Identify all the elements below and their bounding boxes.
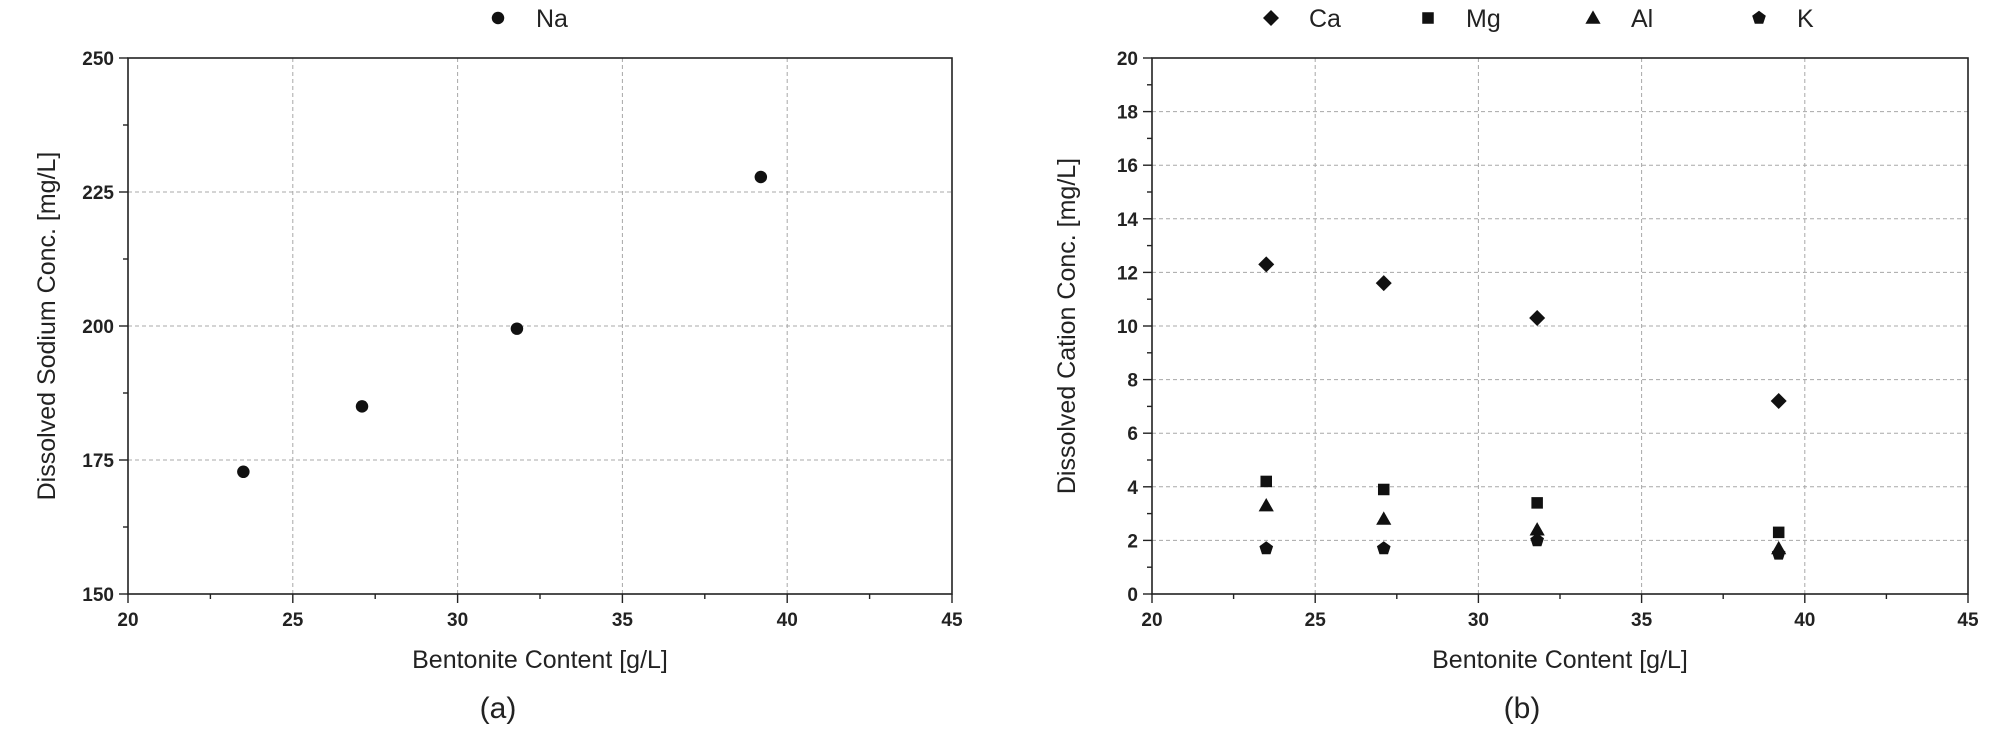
legend-label-ca: Ca: [1309, 5, 1341, 33]
data-point-ca: [1770, 393, 1787, 410]
x-tick-label: 30: [447, 610, 468, 631]
y-tick-label: 14: [1117, 210, 1139, 231]
data-point-mg: [1260, 475, 1272, 488]
data-point-ca: [1258, 256, 1275, 273]
x-tick-label: 45: [941, 610, 963, 631]
panel-label: (b): [1504, 692, 1541, 725]
legend-label-al: Al: [1631, 5, 1653, 33]
data-point-na: [237, 465, 250, 479]
y-tick-label: 8: [1127, 371, 1138, 392]
data-point-al: [1529, 522, 1545, 536]
data-point-k: [1771, 546, 1786, 560]
y-tick-label: 200: [82, 317, 114, 338]
legend-label-mg: Mg: [1466, 5, 1501, 33]
data-point-na: [510, 322, 524, 335]
y-tick-label: 2: [1127, 531, 1138, 552]
y-axis-title: Dissolved Sodium Conc. [mg/L]: [33, 152, 61, 501]
chart-a: 20 25 30 35 40 45 150 175 200 225 250 Bentonite Con…: [33, 5, 963, 725]
data-point-mg: [1531, 497, 1543, 509]
legend-marker-mg: [1422, 12, 1434, 24]
x-axis-title: Bentonite Content [g/L]: [1432, 646, 1688, 674]
data-point-k: [1530, 533, 1544, 547]
data-point-ca: [1529, 309, 1546, 326]
x-tick-label: 20: [1141, 610, 1162, 631]
y-tick-label: 0: [1127, 585, 1138, 606]
y-axis-title: Dissolved Cation Conc. [mg/L]: [1053, 158, 1081, 494]
y-tick-label: 225: [82, 183, 114, 204]
legend-marker-al: [1585, 10, 1601, 24]
data-point-na: [754, 170, 768, 184]
data-point-k: [1376, 541, 1391, 555]
legend-label-na: Na: [536, 5, 568, 33]
x-tick-label: 20: [117, 610, 138, 631]
y-tick-label: 20: [1117, 49, 1138, 70]
y-tick-label: 6: [1127, 424, 1138, 445]
y-tick-label: 12: [1117, 263, 1138, 284]
y-tick-label: 4: [1127, 478, 1138, 499]
x-tick-label: 30: [1468, 610, 1489, 631]
legend-label-k: K: [1797, 5, 1814, 33]
data-point-k: [1259, 541, 1274, 555]
y-tick-label: 18: [1117, 103, 1138, 124]
x-tick-label: 40: [777, 610, 798, 631]
x-tick-label: 25: [282, 610, 304, 631]
data-point-na: [355, 400, 369, 413]
legend-marker-na: [491, 11, 505, 25]
y-tick-label: 150: [82, 585, 114, 606]
data-point-al: [1376, 511, 1392, 525]
legend-marker-k: [1752, 10, 1766, 24]
x-tick-label: 35: [1631, 610, 1653, 631]
data-point-mg: [1377, 483, 1390, 496]
panel-label: (a): [480, 692, 517, 725]
x-axis-title: Bentonite Content [g/L]: [412, 646, 668, 674]
x-tick-label: 35: [612, 610, 634, 631]
y-tick-label: 250: [82, 49, 114, 70]
x-tick-label: 40: [1794, 610, 1815, 631]
y-tick-label: 16: [1117, 156, 1138, 177]
chart-b: 20 25 30 35 40 45 0 2 4 6 8 10 12 14 16 18 20 Bentonite C…: [1053, 5, 1979, 725]
data-point-al: [1258, 497, 1274, 512]
data-point-mg: [1772, 526, 1785, 539]
x-tick-label: 25: [1305, 610, 1327, 631]
data-point-ca: [1375, 275, 1392, 292]
y-tick-label: 10: [1117, 317, 1138, 338]
legend-marker-ca: [1263, 10, 1279, 26]
x-tick-label: 45: [1957, 610, 1979, 631]
y-tick-label: 175: [82, 451, 114, 472]
